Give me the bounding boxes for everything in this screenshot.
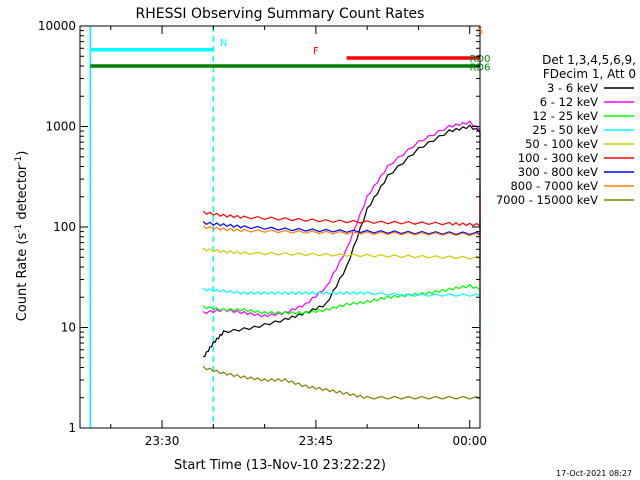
y-tick-label: 1000 [45,120,76,134]
footer-timestamp: 17-Oct-2021 08:27 [556,469,632,478]
series-line-7000-15000-kev [202,338,481,401]
x-tick-label: 00:00 [452,434,487,448]
series-line-50-100-kev [202,247,481,299]
status-label-f: F [313,46,319,57]
legend-header-line-2: FDecim 1, Att 0 [543,67,636,81]
legend-label-25-50-kev: 25 - 50 keV [532,123,598,137]
axes: 1 10 100 1000 10000 23:30 23:45 00:00 [38,19,487,448]
y-tick-label: 10000 [38,19,76,33]
series-line-3-6-kev [203,124,481,358]
legend-label-7000-15000-kev: 7000 - 15000 keV [496,193,598,207]
legend-label-100-300-kev: 100 - 300 keV [518,151,598,165]
legend-label-300-800-kev: 300 - 800 keV [518,165,598,179]
plot-frame [79,25,481,429]
series-lines [202,120,481,401]
legend-label-12-25-kev: 12 - 25 keV [532,109,598,123]
y-tick-label: 10 [61,321,76,335]
x-tick-label: 23:45 [299,434,334,448]
legend: Det 1,3,4,5,6,9, FDecim 1, Att 0 3 - 6 k… [496,53,636,207]
legend-label-800-7000-kev: 800 - 7000 keV [510,179,598,193]
chart-title: RHESSI Observing Summary Count Rates [136,6,425,22]
legend-label-6-12-kev: 6 - 12 keV [540,95,598,109]
series-line-6-12-kev [202,120,481,318]
status-label-n: N [220,38,227,49]
y-tick-label: 1 [68,421,76,435]
y-axis-label: Count Rate (s-1 detector-1) [14,151,30,322]
x-axis-label: Start Time (13-Nov-10 23:22:22) [174,458,386,473]
y-tick-label: 100 [53,220,76,234]
series-line-100-300-kev [202,187,481,268]
legend-header-line-1: Det 1,3,4,5,6,9, [542,53,636,67]
series-line-800-7000-kev [202,225,481,238]
legend-label-3-6-kev: 3 - 6 keV [547,81,598,95]
series-line-25-50-kev [202,285,481,345]
x-tick-label: 23:30 [145,434,180,448]
legend-label-50-100-kev: 50 - 100 keV [525,137,598,151]
